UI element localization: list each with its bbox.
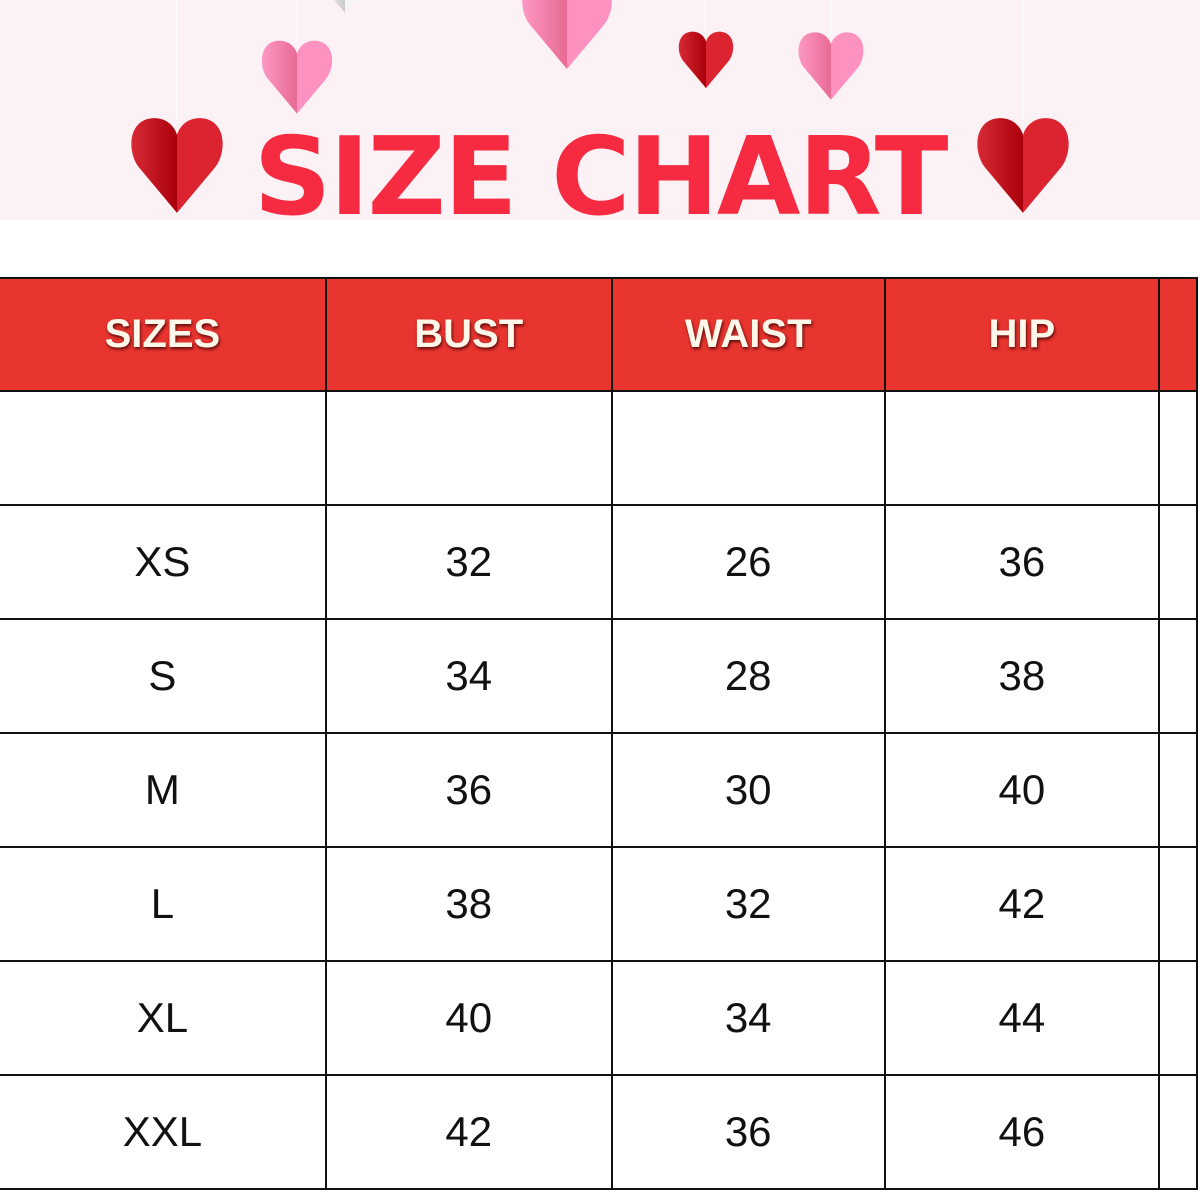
header-bust: BUST [324, 277, 613, 392]
cell-extra [1157, 846, 1199, 962]
heart-icon [798, 32, 864, 100]
cell-waist: 36 [610, 1074, 886, 1190]
table-row: S 34 28 38 [0, 618, 1199, 734]
table-row: XS 32 26 36 [0, 504, 1199, 620]
page-title: SIZE CHART [253, 115, 949, 240]
heart-icon [522, 0, 612, 69]
cell-size [0, 390, 327, 506]
cell-size: XL [0, 960, 327, 1076]
cell-waist [610, 390, 886, 506]
cell-hip [883, 390, 1160, 506]
cell-size: L [0, 846, 327, 962]
cell-bust: 36 [324, 732, 613, 848]
string [830, 0, 831, 35]
cell-extra [1157, 390, 1199, 506]
string [176, 0, 177, 120]
table-row: XL 40 34 44 [0, 960, 1199, 1076]
heart-icon [314, 0, 376, 13]
table-row: L 38 32 42 [0, 846, 1199, 962]
cell-waist: 26 [610, 504, 886, 620]
header-hip: HIP [883, 277, 1160, 392]
cell-bust: 38 [324, 846, 613, 962]
string [1022, 0, 1023, 120]
cell-size: XS [0, 504, 327, 620]
heart-icon [261, 40, 333, 114]
table-row: XXL 42 36 46 [0, 1074, 1199, 1190]
cell-bust: 42 [324, 1074, 613, 1190]
cell-hip: 36 [883, 504, 1160, 620]
cell-hip: 38 [883, 618, 1160, 734]
cell-size: XXL [0, 1074, 327, 1190]
table-header-row: SIZES BUST WAIST HIP [0, 277, 1199, 392]
cell-waist: 30 [610, 732, 886, 848]
cell-size: M [0, 732, 327, 848]
string [297, 0, 298, 45]
cell-waist: 34 [610, 960, 886, 1076]
cell-waist: 32 [610, 846, 886, 962]
heart-icon [895, 0, 965, 15]
cell-hip: 46 [883, 1074, 1160, 1190]
header-waist: WAIST [610, 277, 886, 392]
cell-extra [1157, 960, 1199, 1076]
string [705, 0, 706, 35]
cell-hip: 42 [883, 846, 1160, 962]
heart-icon [678, 31, 734, 89]
cell-waist: 28 [610, 618, 886, 734]
cell-bust: 40 [324, 960, 613, 1076]
header-sizes: SIZES [0, 277, 327, 392]
table-row [0, 390, 1199, 506]
cell-bust: 32 [324, 504, 613, 620]
cell-extra [1157, 504, 1199, 620]
cell-bust: 34 [324, 618, 613, 734]
cell-extra [1157, 1074, 1199, 1190]
cell-bust [324, 390, 613, 506]
cell-hip: 40 [883, 732, 1160, 848]
cell-extra [1157, 732, 1199, 848]
size-table: SIZES BUST WAIST HIP XS 32 26 36 S 34 28 38 M 36 3… [0, 277, 1199, 1190]
cell-hip: 44 [883, 960, 1160, 1076]
table-row: M 36 30 40 [0, 732, 1199, 848]
cell-extra [1157, 618, 1199, 734]
header-extra [1157, 277, 1199, 392]
cell-size: S [0, 618, 327, 734]
